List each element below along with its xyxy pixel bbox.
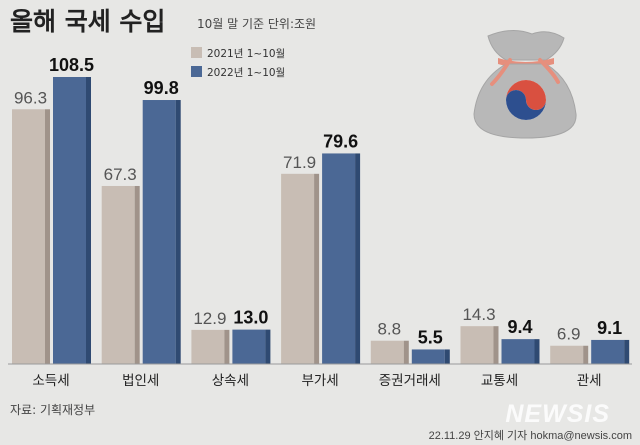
bar-shade-2022-6 [624, 339, 630, 364]
data-label-2022-5: 9.4 [507, 317, 532, 337]
legend-swatch-2022 [191, 66, 202, 77]
bar-shade-2021-1 [134, 185, 140, 364]
bar-2021-5 [460, 326, 494, 364]
bar-2021-6 [550, 345, 584, 364]
bar-shade-2022-2 [265, 329, 271, 364]
data-label-2021-0: 96.3 [14, 88, 47, 107]
bar-2021-4 [370, 340, 404, 364]
bar-2022-1 [142, 100, 176, 364]
bar-2022-3 [322, 153, 356, 364]
bar-2021-0 [12, 109, 45, 364]
bar-shade-2021-4 [403, 340, 409, 364]
bar-shade-2021-6 [583, 345, 589, 364]
bar-shade-2022-5 [534, 339, 540, 364]
category-label-6: 관세 [577, 373, 602, 389]
bar-shade-2021-2 [224, 329, 230, 364]
data-label-2022-6: 9.1 [597, 318, 622, 338]
bar-shade-2022-0 [86, 77, 91, 364]
category-label-4: 증권거래세 [379, 373, 441, 389]
data-label-2021-3: 71.9 [283, 153, 316, 172]
bar-2021-1 [101, 185, 135, 364]
legend-label-2021: 2021년 1~10월 [207, 48, 285, 60]
bar-2022-0 [53, 77, 86, 364]
bar-2021-2 [191, 329, 225, 364]
category-label-3: 부가세 [301, 373, 338, 389]
byline: 22.11.29 안지혜 기자 hokma@newsis.com [429, 429, 632, 442]
bar-shade-2022-3 [355, 153, 361, 364]
data-label-2022-0: 108.5 [49, 55, 94, 75]
bar-2022-2 [232, 329, 266, 364]
bar-2022-6 [591, 339, 625, 364]
category-label-5: 교통세 [481, 373, 518, 389]
data-label-2021-5: 14.3 [462, 305, 495, 324]
money-bag-icon [473, 30, 577, 139]
data-label-2021-6: 6.9 [557, 325, 581, 344]
data-label-2021-4: 8.8 [377, 320, 401, 339]
source-note: 자료: 기획재정부 [10, 403, 95, 417]
bar-2022-5 [501, 339, 535, 364]
legend-swatch-2021 [191, 47, 202, 58]
legend-label-2022: 2022년 1~10월 [207, 67, 285, 79]
bar-shade-2022-4 [444, 349, 450, 364]
bar-shade-2021-5 [493, 326, 499, 364]
legend: 2021년 1~10월 2022년 1~10월 [191, 47, 285, 79]
bar-shade-2022-1 [175, 100, 181, 364]
chart-title: 올해 국세 수입 [10, 7, 165, 36]
bar-shade-2021-0 [45, 109, 50, 364]
category-label-1: 법인세 [122, 373, 159, 389]
category-label-2: 상속세 [212, 373, 249, 389]
data-label-2022-3: 79.6 [323, 131, 358, 151]
bar-shade-2021-3 [314, 173, 320, 364]
data-label-2022-1: 99.8 [144, 78, 179, 98]
newsis-logo: NEWSIS [505, 400, 610, 428]
bar-2021-3 [281, 173, 315, 364]
category-label-0: 소득세 [32, 373, 69, 389]
data-label-2022-2: 13.0 [233, 308, 268, 328]
data-label-2021-2: 12.9 [193, 309, 226, 328]
bar-2022-4 [411, 349, 445, 364]
data-label-2021-1: 67.3 [104, 165, 137, 184]
data-label-2022-4: 5.5 [418, 327, 443, 347]
chart-subtitle: 10월 말 기준 단위:조원 [197, 17, 316, 31]
